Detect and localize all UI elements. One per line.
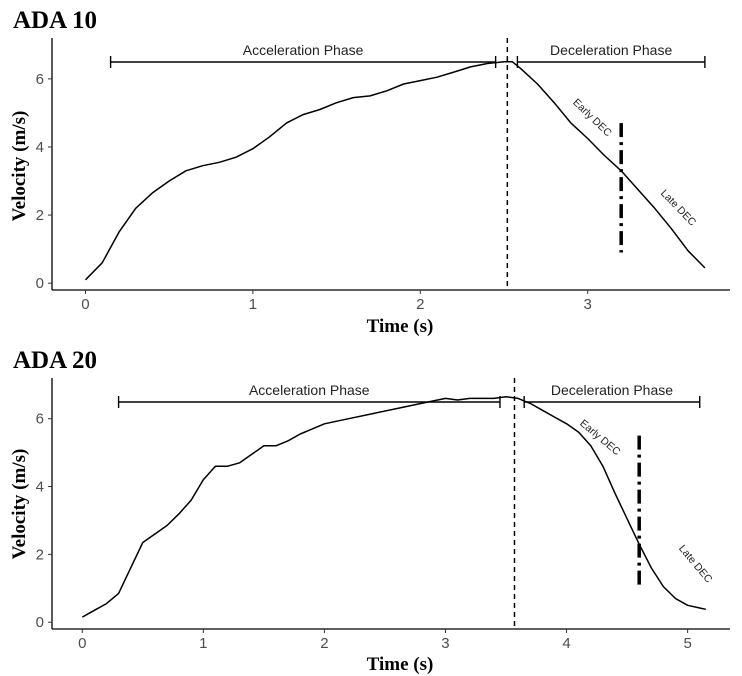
x-axis-title: Time (s) — [367, 654, 434, 675]
y-ticks: 0 2 4 6 — [36, 411, 52, 631]
y-tick-label: 0 — [36, 614, 44, 631]
x-tick-label: 5 — [683, 635, 691, 652]
panel-ada10: ADA 10 0 2 4 6 0 1 2 3 Time (s) Velocity (m/s)… — [9, 7, 730, 337]
late-dec-label: Late DEC — [676, 543, 715, 586]
x-tick-label: 3 — [584, 296, 592, 313]
y-tick-label: 6 — [36, 411, 44, 428]
y-axis-title: Velocity (m/s) — [9, 449, 30, 560]
x-tick-label: 2 — [320, 635, 328, 652]
plot-marks: Acceleration Phase Deceleration Phase — [81, 378, 706, 629]
panel-title: ADA 20 — [13, 347, 97, 374]
phase-label: Deceleration Phase — [550, 42, 672, 58]
x-tick-label: 4 — [562, 635, 570, 652]
phase-bracket — [523, 396, 701, 408]
x-tick-label: 2 — [416, 296, 424, 313]
y-tick-label: 6 — [36, 71, 44, 88]
x-tick-label: 1 — [249, 296, 257, 313]
early-dec-label: Early DEC — [570, 97, 614, 140]
phase-bracket — [516, 56, 706, 68]
velocity-line — [84, 61, 706, 281]
panel-ada20: ADA 20 0 2 4 6 0 1 2 3 4 5 Time (s) Velocity (m/… — [9, 347, 730, 675]
y-axis-title: Velocity (m/s) — [9, 111, 30, 222]
velocity-line — [81, 395, 706, 618]
y-tick-label: 2 — [36, 546, 44, 563]
phase-label: Deceleration Phase — [551, 382, 673, 398]
x-tick-label: 1 — [199, 635, 207, 652]
phase-label: Acceleration Phase — [249, 382, 370, 398]
phase-label: Acceleration Phase — [243, 42, 364, 58]
y-tick-label: 2 — [36, 207, 44, 224]
plot-marks: Acceleration Phase Deceleration Phase — [84, 38, 706, 290]
x-tick-label: 0 — [78, 635, 86, 652]
y-tick-label: 0 — [36, 275, 44, 292]
late-dec-label: Late DEC — [658, 187, 699, 228]
x-ticks: 0 1 2 3 4 5 — [78, 629, 692, 652]
y-ticks: 0 2 4 6 — [36, 71, 52, 292]
x-tick-label: 3 — [441, 635, 449, 652]
x-tick-label: 0 — [81, 296, 89, 313]
phase-bracket — [109, 56, 497, 68]
phase-bracket — [117, 396, 501, 408]
y-tick-label: 4 — [36, 139, 44, 156]
y-tick-label: 4 — [36, 479, 44, 496]
panel-title: ADA 10 — [13, 7, 97, 34]
x-axis-title: Time (s) — [367, 316, 434, 337]
x-ticks: 0 1 2 3 — [81, 290, 592, 313]
